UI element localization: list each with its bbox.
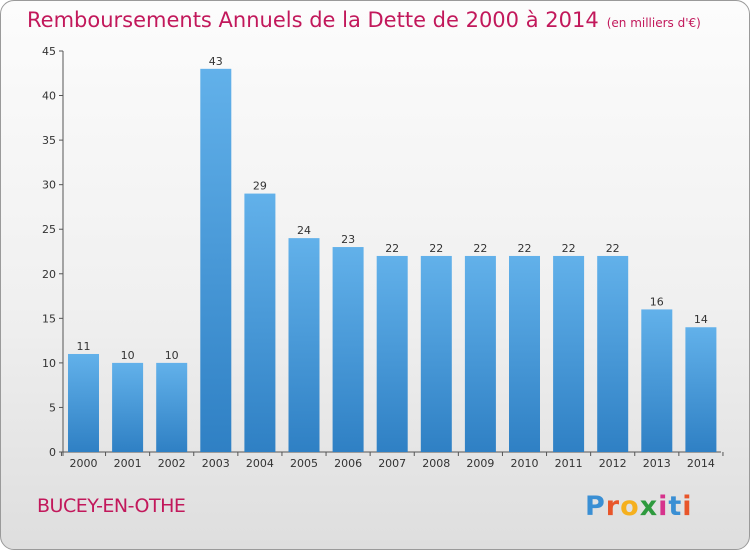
data-label: 10: [121, 349, 135, 362]
bar: [509, 255, 540, 452]
bar: [685, 327, 717, 452]
x-tick-label: 2004: [246, 457, 274, 470]
bar: [376, 255, 408, 452]
bar: [553, 255, 585, 452]
chart-title-block: Remboursements Annuels de la Dette de 20…: [27, 8, 701, 32]
bar: [200, 68, 232, 453]
x-tick-label: 2013: [643, 457, 671, 470]
bar: [156, 362, 188, 452]
logo-letter: i: [682, 491, 693, 522]
data-label: 29: [253, 180, 267, 193]
data-label: 14: [694, 313, 708, 326]
chart-bars: [68, 68, 717, 453]
data-label: 22: [429, 242, 443, 255]
chart-subtitle: (en milliers d'€): [606, 16, 701, 30]
logo-letter: o: [620, 491, 640, 522]
bar: [112, 362, 144, 452]
data-label: 11: [77, 340, 91, 353]
y-tick-label: 15: [42, 312, 56, 325]
y-tick-label: 40: [42, 90, 56, 103]
data-label: 22: [562, 242, 576, 255]
logo-letter: i: [658, 491, 669, 522]
x-tick-label: 2007: [378, 457, 406, 470]
data-label: 24: [297, 224, 311, 237]
data-label: 43: [209, 55, 223, 68]
y-tick-label: 30: [42, 179, 56, 192]
y-tick-label: 5: [49, 401, 56, 414]
chart-labels: 11 2000 10 2001 10 2002 43 2003 29 2004 24 2005 23 20…: [70, 55, 715, 470]
chart-title: Remboursements Annuels de la Dette de 20…: [27, 8, 599, 32]
x-tick-label: 2000: [70, 457, 98, 470]
bar: [641, 309, 673, 452]
x-tick-label: 2005: [290, 457, 318, 470]
x-tick-label: 2012: [599, 457, 627, 470]
x-tick-label: 2008: [422, 457, 450, 470]
x-tick-label: 2003: [202, 457, 230, 470]
logo-letter: P: [585, 491, 606, 522]
logo-letter: x: [639, 491, 659, 522]
bar: [420, 255, 452, 452]
data-label: 23: [341, 233, 355, 246]
bar: [597, 255, 629, 452]
place-name: BUCEY-EN-OTHE: [37, 495, 186, 517]
data-label: 22: [518, 242, 532, 255]
x-tick-label: 2002: [158, 457, 186, 470]
proxiti-logo: Proxiti: [585, 491, 693, 522]
y-tick-label: 45: [42, 45, 56, 58]
bar: [332, 247, 364, 452]
logo-letter: r: [605, 491, 621, 522]
y-tick-label: 35: [42, 134, 56, 147]
y-tick-label: 0: [49, 446, 56, 459]
bar: [288, 238, 320, 452]
data-label: 22: [473, 242, 487, 255]
bar: [464, 255, 496, 452]
y-tick-label: 25: [42, 223, 56, 236]
data-label: 16: [650, 295, 664, 308]
y-tick-label: 10: [42, 357, 56, 370]
y-tick-label: 20: [42, 268, 56, 281]
data-label: 22: [606, 242, 620, 255]
x-tick-label: 2011: [555, 457, 583, 470]
bar: [244, 193, 276, 453]
logo-letter: t: [668, 491, 683, 522]
x-tick-label: 2014: [687, 457, 715, 470]
x-tick-label: 2009: [466, 457, 494, 470]
bar: [68, 353, 99, 452]
data-label: 22: [385, 242, 399, 255]
x-tick-label: 2010: [511, 457, 539, 470]
data-label: 10: [165, 349, 179, 362]
x-tick-label: 2001: [114, 457, 142, 470]
x-tick-label: 2006: [334, 457, 362, 470]
